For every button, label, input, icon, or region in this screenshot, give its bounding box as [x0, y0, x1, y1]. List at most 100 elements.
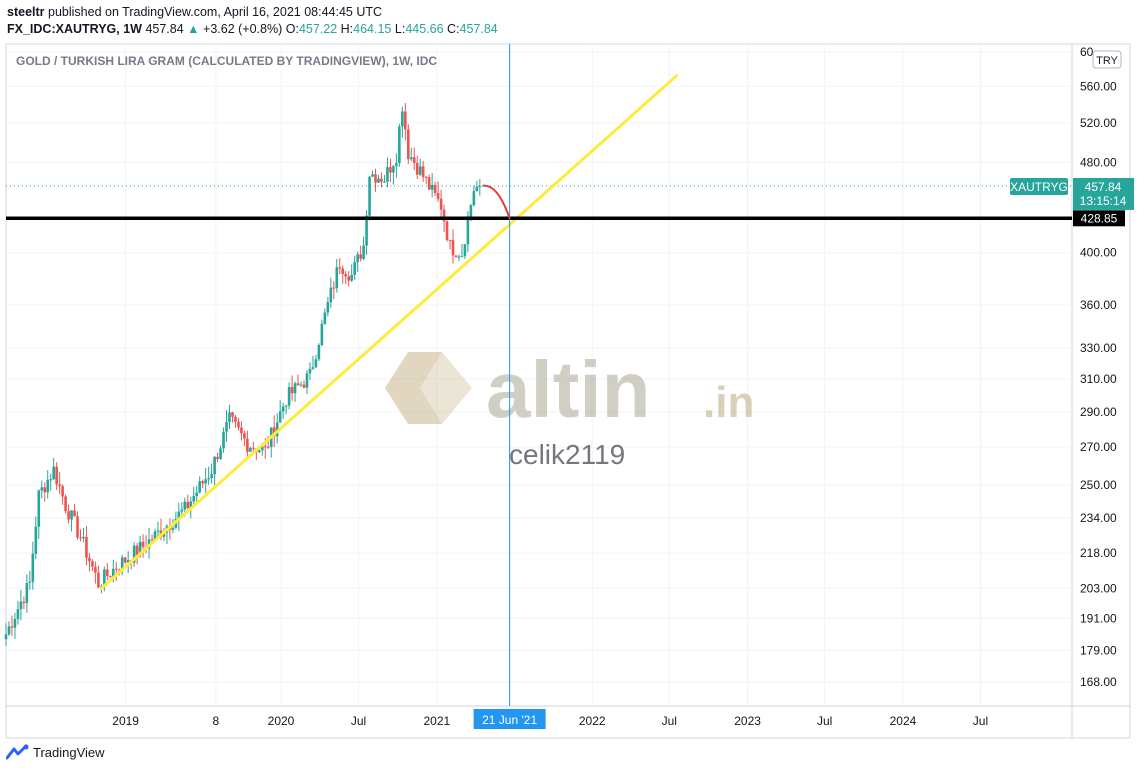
x-tick-label: 2023	[734, 714, 761, 728]
candle-body	[43, 487, 47, 493]
candle-body	[445, 221, 449, 240]
candle-body	[97, 572, 100, 588]
candle-body	[350, 274, 353, 281]
low-value: 445.66	[405, 22, 444, 36]
candle-body	[466, 218, 470, 245]
candle-body	[10, 626, 14, 628]
candle-body	[216, 456, 219, 460]
candle-body	[472, 191, 476, 206]
x-tick-label: Jul	[662, 714, 677, 728]
high-value: 464.15	[353, 22, 392, 36]
candle-body	[195, 492, 199, 496]
x-tick-label: 2021	[423, 714, 450, 728]
candle-body	[189, 501, 193, 509]
support-price-label: 428.85	[1081, 211, 1118, 225]
candle-body	[475, 186, 479, 192]
last-price-tag	[1073, 177, 1134, 210]
candle-body	[418, 166, 422, 175]
published-text: published on TradingView.com, April 16, …	[48, 5, 383, 19]
candle-body	[326, 302, 330, 313]
x-tick-label: 2024	[890, 714, 917, 728]
candle-body	[329, 287, 333, 303]
candle-body	[290, 387, 294, 394]
candle-body	[243, 433, 246, 439]
y-tick-label: 168.00	[1080, 675, 1117, 689]
y-tick-label: 218.00	[1080, 546, 1117, 560]
candle-body	[19, 601, 23, 610]
candle-body	[126, 560, 130, 563]
candle-body	[70, 510, 73, 520]
candle-body	[177, 511, 181, 519]
y-tick-label: 330.00	[1080, 341, 1117, 355]
candle-body	[114, 568, 118, 570]
candle-body	[231, 412, 234, 417]
candle-body	[138, 541, 142, 556]
candle-body	[266, 446, 270, 448]
candle-body	[94, 566, 97, 573]
candle-body	[272, 427, 276, 437]
candle-body	[362, 245, 365, 259]
currency-badge	[1092, 50, 1122, 69]
candle-body	[377, 178, 380, 183]
y-tick-label: 400.00	[1080, 246, 1117, 260]
candle-body	[240, 427, 243, 434]
candle-body	[341, 268, 345, 274]
low-label: L:	[394, 22, 406, 36]
candle-body	[40, 487, 44, 491]
candle-body	[222, 431, 225, 449]
ohlc-line: FX_IDC:XAUTRYG, 1W 457.84 ▲ +3.62 (+0.8%…	[7, 22, 498, 36]
candle-body	[278, 411, 282, 423]
candle-body	[25, 582, 29, 603]
candle-body	[380, 178, 383, 182]
candle-body	[424, 176, 428, 178]
candle-body	[460, 256, 464, 258]
candle-body	[52, 466, 55, 480]
candle-body	[305, 373, 309, 388]
candle-body	[353, 262, 356, 275]
candle-body	[123, 557, 127, 563]
candle-body	[281, 406, 285, 412]
candle-body	[368, 176, 371, 216]
candle-body	[225, 422, 228, 432]
candle-body	[156, 530, 160, 532]
candle-body	[103, 569, 106, 587]
candle-body	[296, 383, 300, 386]
candle-body	[16, 609, 20, 619]
candle-body	[371, 174, 374, 177]
candle-body	[398, 126, 401, 164]
y-tick-label: 360.00	[1080, 298, 1117, 312]
publish-info: steeltr published on TradingView.com, Ap…	[7, 5, 382, 19]
price-change: +3.62 (+0.8%)	[203, 22, 283, 36]
candle-body	[109, 575, 112, 577]
candle-body	[275, 422, 279, 437]
candle-body	[22, 601, 26, 603]
high-label: H:	[340, 22, 354, 36]
close-label: C:	[447, 22, 460, 36]
price-chart[interactable]: 168.00 179.00 191.00 203.00 218.00 234.00 250.…	[0, 0, 1147, 740]
candle-body	[162, 532, 166, 537]
chart-frame	[5, 43, 1131, 739]
candle-body	[219, 448, 222, 460]
footer-brand: TradingView	[33, 744, 105, 760]
candle-body	[478, 185, 482, 187]
y-tick-label: 250.00	[1080, 478, 1117, 492]
candle-body	[404, 111, 407, 130]
candle-body	[439, 198, 443, 210]
candle-body	[383, 181, 386, 183]
candle-body	[183, 501, 187, 510]
candle-body	[141, 541, 145, 547]
candle-body	[132, 545, 136, 563]
symbol-tag	[1010, 177, 1068, 195]
y-tick-label: 234.00	[1080, 511, 1117, 525]
candle-body	[314, 359, 318, 368]
candle-body	[79, 537, 82, 539]
candle-body	[49, 479, 53, 481]
candle-body	[365, 215, 368, 246]
candle-body	[135, 545, 139, 556]
x-tick-label: 8	[213, 714, 220, 728]
candle-body	[374, 174, 377, 183]
candle-body	[111, 568, 115, 577]
watermark-brand: altin	[486, 345, 650, 434]
candle-body	[463, 244, 467, 257]
candle-body	[448, 239, 452, 241]
